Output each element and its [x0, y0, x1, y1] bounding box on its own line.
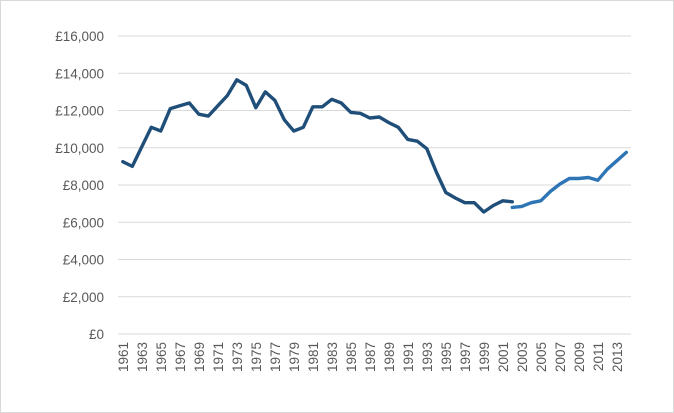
x-tick-label: 1995: [439, 342, 454, 372]
x-tick-label: 1979: [287, 342, 302, 372]
x-tick-label: 1993: [420, 342, 435, 372]
x-tick-label: 1991: [401, 342, 416, 372]
x-tick-label: 1971: [211, 342, 226, 372]
series-line-1: [121, 78, 514, 214]
x-tick-label: 1981: [306, 342, 321, 372]
x-tick-label: 2011: [591, 342, 606, 371]
y-tick-label: £14,000: [55, 66, 104, 81]
x-tick-label: 2007: [553, 342, 568, 372]
x-tick-label: 1961: [116, 342, 131, 372]
x-tick-label: 1983: [325, 342, 340, 372]
x-tick-label: 1989: [382, 342, 397, 372]
x-tick-label: 1977: [268, 342, 283, 372]
y-tick-label: £16,000: [55, 29, 104, 44]
x-tick-label: 1975: [249, 342, 264, 372]
x-tick-label: 1973: [230, 342, 245, 372]
x-tick-label: 2003: [515, 342, 530, 372]
x-tick-label: 2001: [496, 342, 511, 372]
y-axis-tick-labels: £0 £2,000 £4,000 £6,000 £8,000 £10,000 £12,000…: [55, 29, 104, 342]
gridlines: [118, 35, 631, 335]
x-tick-label: 1987: [363, 342, 378, 372]
y-tick-label: £6,000: [63, 215, 104, 230]
x-tick-label: 1985: [344, 342, 359, 372]
x-tick-label: 1999: [477, 342, 492, 372]
y-tick-label: £0: [89, 327, 104, 342]
y-tick-label: £12,000: [55, 104, 104, 119]
x-tick-label: 2005: [534, 342, 549, 372]
x-tick-label: 2013: [610, 342, 625, 372]
y-tick-label: £4,000: [63, 253, 104, 268]
series-line-2: [510, 150, 628, 210]
x-tick-label: 1967: [173, 342, 188, 372]
y-tick-label: £2,000: [63, 290, 104, 305]
y-tick-label: £10,000: [55, 141, 104, 156]
x-tick-label: 2009: [572, 342, 587, 372]
x-tick-label: 1965: [154, 342, 169, 372]
x-tick-label: 1969: [192, 342, 207, 372]
x-tick-label: 1997: [458, 342, 473, 372]
x-tick-label: 1963: [135, 342, 150, 372]
x-axis-tick-labels: 1961 1963 1965 1967 1969 1971 1973 1975 1977 1979…: [116, 342, 625, 372]
series-lines: [121, 78, 628, 214]
y-tick-label: £8,000: [63, 178, 104, 193]
